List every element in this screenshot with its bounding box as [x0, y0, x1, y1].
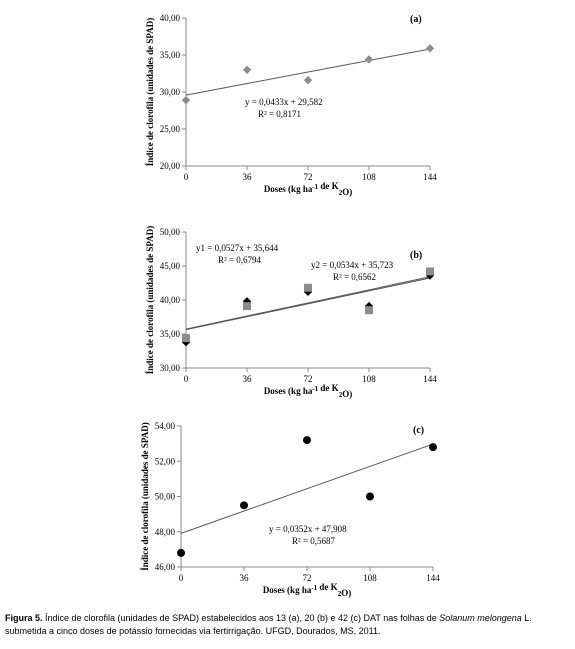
x-tick-label: 144 — [426, 573, 440, 583]
y-tick-label: 46,00 — [155, 562, 176, 572]
equation-annotation: R² = 0,5687 — [292, 536, 336, 546]
data-point-diamond — [181, 337, 191, 347]
x-tick-label: 0 — [179, 573, 184, 583]
equation-annotation: y = 0,0433x + 29,582 — [245, 97, 323, 107]
data-point-diamond — [242, 297, 252, 306]
x-tick-label: 108 — [362, 172, 376, 182]
chart-panel-2: 30,00 35,00 40,00 45,00 50,00 0 36 72 108 144 Dose… — [145, 226, 437, 399]
y-tick-label: 30,00 — [160, 87, 181, 97]
x-tick-label: 36 — [243, 172, 253, 182]
equation-annotation: y2 = 0,0534x + 35,723 — [311, 260, 394, 270]
caption-species: Solanum melongena — [439, 613, 522, 623]
caption-text-before: Índice de clorofila (unidades de SPAD) e… — [42, 613, 440, 623]
x-tick-label: 36 — [240, 573, 250, 583]
data-point-square — [365, 306, 373, 315]
x-tick-label: 36 — [243, 374, 253, 384]
trendline-1 — [185, 48, 431, 96]
y-tick-label: 40,00 — [160, 13, 181, 23]
x-tick-label: 144 — [423, 172, 437, 182]
y-tick-label: 48,00 — [155, 527, 176, 537]
x-axis-label: Doses (kg ha-1 de K2O) — [264, 383, 352, 399]
caption-label: Figura 5. — [5, 613, 43, 623]
data-point-diamond — [242, 65, 252, 74]
x-tick-label: 72 — [303, 573, 312, 583]
y-tick-label: 54,00 — [155, 421, 176, 431]
equation-annotation: R² = 0,6794 — [218, 255, 262, 265]
y-tick-label: 35,00 — [160, 329, 181, 339]
data-point-square — [426, 267, 434, 276]
equation-annotation: y = 0,0352x + 47,908 — [269, 524, 347, 534]
y-axis-label: Índice de clorofila (unidades de SPAD) — [145, 226, 155, 374]
trendline-1 — [180, 443, 434, 534]
chart-panel-1: 20,00 25,00 30,00 35,00 40,00 0 36 72 108 144 Dose… — [145, 13, 437, 197]
data-point-circle — [177, 548, 185, 557]
data-point-diamond — [181, 95, 191, 105]
x-tick-label: 72 — [304, 374, 313, 384]
data-point-diamond — [425, 44, 435, 53]
equation-annotation: R² = 0,8171 — [258, 109, 301, 119]
x-tick-label: 108 — [362, 374, 376, 384]
y-tick-label: 40,00 — [160, 295, 181, 305]
data-point-square — [182, 334, 190, 343]
x-tick-label: 0 — [184, 172, 189, 182]
x-tick-label: 144 — [423, 374, 437, 384]
equation-annotation: R² = 0,6562 — [333, 272, 376, 282]
panel-label: (b) — [410, 250, 422, 261]
y-tick-label: 50,00 — [155, 492, 176, 502]
x-tick-label: 0 — [184, 374, 189, 384]
data-point-diamond — [303, 75, 313, 85]
data-point-square — [304, 283, 312, 292]
chart-panel-3: 46,00 48,00 50,00 52,00 54,00 0 36 72 108 144 Dose… — [140, 421, 440, 598]
y-tick-label: 35,00 — [160, 50, 181, 60]
caption-text-after: L. submetida a cinco doses de potássio f… — [5, 613, 532, 636]
y-tick-label: 52,00 — [155, 456, 176, 466]
trendline-1 — [185, 277, 431, 331]
x-tick-label: 108 — [363, 573, 377, 583]
y-tick-label: 45,00 — [160, 261, 181, 271]
equation-annotation: y1 = 0,0527x + 35,644 — [196, 243, 279, 253]
panel-label: (a) — [410, 14, 422, 25]
y-axis-label: Índice de clorofila (unidades de SPAD) — [140, 422, 150, 570]
figure-caption: Figura 5. Índice de clorofila (unidades … — [5, 612, 571, 638]
x-axis-label: Doses (kg ha-1 de K2O) — [263, 582, 351, 598]
data-point-circle — [366, 492, 374, 501]
data-point-circle — [240, 501, 248, 510]
y-tick-label: 25,00 — [160, 124, 181, 134]
trendline-2 — [185, 276, 431, 330]
panel-label: (c) — [413, 425, 424, 436]
data-point-square — [243, 302, 251, 311]
y-tick-label: 20,00 — [160, 161, 181, 171]
x-tick-label: 72 — [304, 172, 313, 182]
data-point-circle — [429, 443, 437, 452]
data-point-circle — [303, 436, 311, 445]
x-axis-label: Doses (kg ha-1 de K2O) — [264, 181, 352, 197]
y-tick-label: 30,00 — [160, 363, 181, 373]
data-point-diamond — [364, 55, 374, 64]
y-tick-label: 50,00 — [160, 227, 181, 237]
y-axis-label: Índice de clorofila (unidades de SPAD) — [145, 18, 155, 166]
